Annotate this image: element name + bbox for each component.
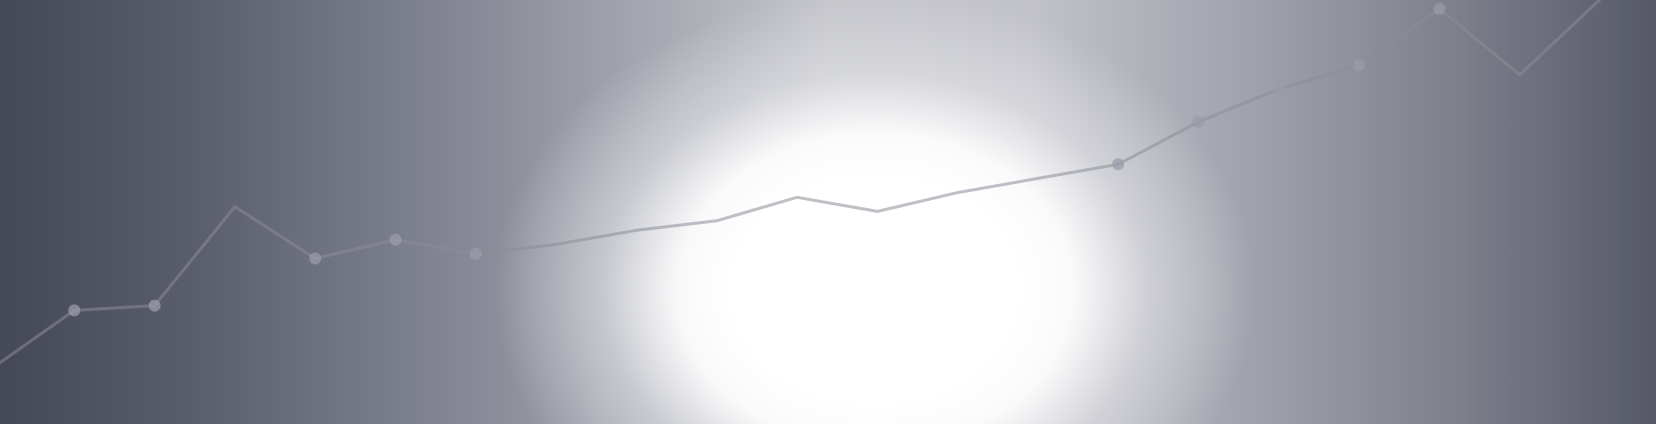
trend-marker: [469, 247, 482, 260]
trend-marker: [148, 299, 161, 312]
trend-marker: [1433, 2, 1446, 15]
trend-marker: [1112, 158, 1125, 171]
trend-marker: [389, 233, 402, 246]
trend-marker: [1192, 115, 1205, 128]
trend-marker: [68, 304, 81, 317]
trend-line-path: [0, 0, 1602, 365]
trend-marker: [1353, 59, 1366, 72]
trend-marker: [1272, 82, 1285, 95]
trend-marker: [309, 252, 322, 265]
